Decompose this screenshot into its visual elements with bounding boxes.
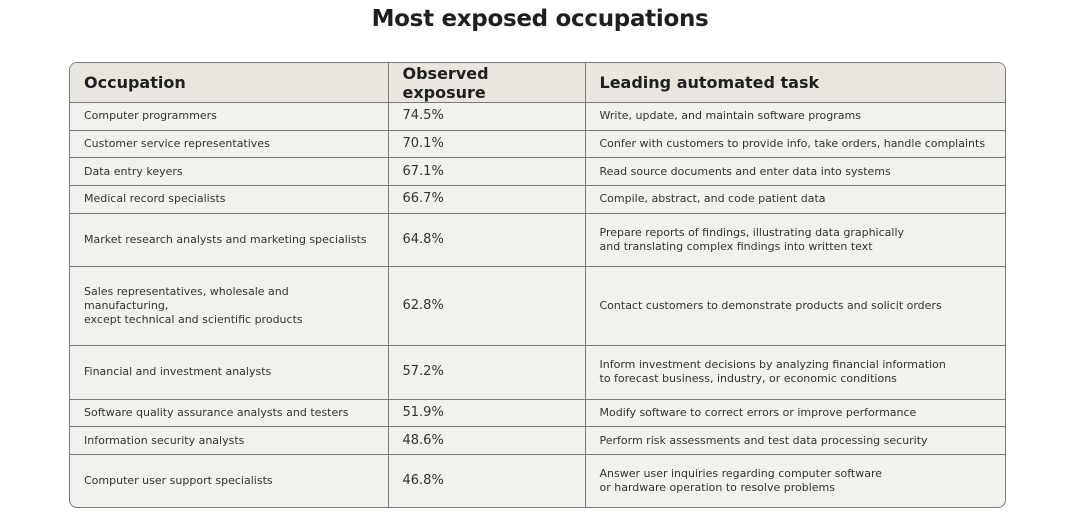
exposure-cell: 70.1% xyxy=(387,129,586,159)
occupation-cell: Information security analysts xyxy=(70,426,389,455)
header-row: Occupation Observed exposure Leading autom… xyxy=(70,63,1005,103)
column-header: Occupation xyxy=(70,63,389,103)
page-title: Most exposed occupations xyxy=(371,6,709,32)
task-cell: Modify software to correct errors or imp… xyxy=(584,398,1005,428)
table-row: Financial and investment analysts 57.2% In… xyxy=(70,345,1005,400)
column-header: Observed exposure xyxy=(387,63,586,103)
task-cell: Answer user inquiries regarding computer… xyxy=(584,453,1005,507)
exposure-cell: 74.5% xyxy=(387,102,586,131)
table-row: Sales representatives, wholesale and man… xyxy=(70,265,1005,347)
occupations-table: Occupation Observed exposure Leading autom… xyxy=(70,63,1005,507)
task-cell: Read source documents and enter data int… xyxy=(584,157,1005,186)
table-row: Market research analysts and marketing s… xyxy=(70,212,1005,268)
exposure-cell: 51.9% xyxy=(387,398,586,428)
table-row: Data entry keyers 67.1% Read source docume… xyxy=(70,157,1005,186)
occupation-cell: Software quality assurance analysts and … xyxy=(70,398,389,428)
table-row: Customer service representatives 70.1% Con… xyxy=(70,129,1005,159)
occupation-cell: Market research analysts and marketing s… xyxy=(70,212,389,268)
table-frame: Occupation Observed exposure Leading autom… xyxy=(69,62,1006,508)
table-row: Computer programmers 74.5% Write, update, … xyxy=(70,102,1005,131)
exposure-cell: 67.1% xyxy=(387,157,586,186)
occupation-cell: Data entry keyers xyxy=(70,157,389,186)
column-header: Leading automated task xyxy=(584,63,1005,103)
task-cell: Contact customers to demonstrate product… xyxy=(584,265,1005,347)
table-row: Computer user support specialists 46.8% An… xyxy=(70,453,1005,507)
occupation-cell: Financial and investment analysts xyxy=(70,345,389,400)
occupation-cell: Sales representatives, wholesale and man… xyxy=(70,265,389,347)
task-cell: Perform risk assessments and test data p… xyxy=(584,426,1005,455)
occupation-cell: Computer user support specialists xyxy=(70,453,389,507)
task-cell: Write, update, and maintain software pro… xyxy=(584,102,1005,131)
table-body: Computer programmers 74.5% Write, update, … xyxy=(70,102,1005,507)
exposure-cell: 48.6% xyxy=(387,426,586,455)
occupation-cell: Computer programmers xyxy=(70,102,389,131)
task-cell: Prepare reports of findings, illustratin… xyxy=(584,212,1005,268)
table-row: Medical record specialists 66.7% Compile, … xyxy=(70,184,1005,214)
occupation-cell: Customer service representatives xyxy=(70,129,389,159)
exposure-cell: 57.2% xyxy=(387,345,586,400)
task-cell: Inform investment decisions by analyzing… xyxy=(584,345,1005,400)
exposure-cell: 46.8% xyxy=(387,453,586,507)
table-row: Information security analysts 48.6% Perfor… xyxy=(70,426,1005,455)
exposure-cell: 66.7% xyxy=(387,184,586,214)
exposure-cell: 62.8% xyxy=(387,265,586,347)
table-row: Software quality assurance analysts and … xyxy=(70,398,1005,428)
occupation-cell: Medical record specialists xyxy=(70,184,389,214)
task-cell: Compile, abstract, and code patient data xyxy=(584,184,1005,214)
task-cell: Confer with customers to provide info, t… xyxy=(584,129,1005,159)
exposure-cell: 64.8% xyxy=(387,212,586,268)
